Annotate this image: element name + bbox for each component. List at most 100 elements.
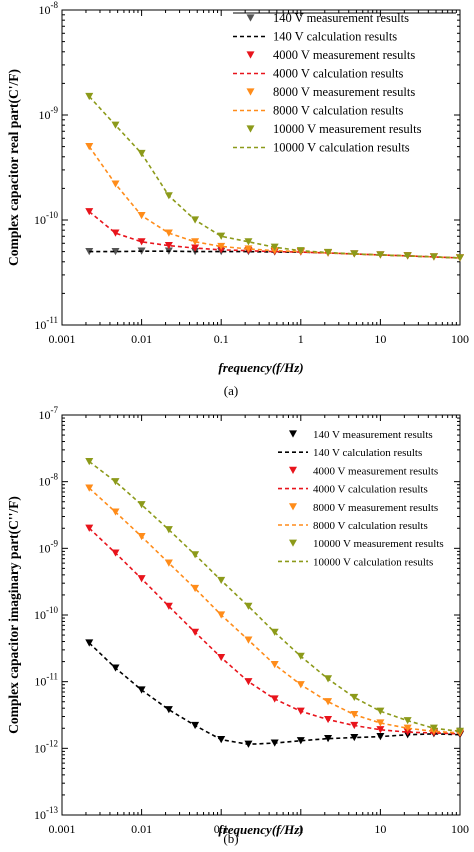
legend-marker-swatch <box>246 125 255 133</box>
data-point <box>244 238 253 246</box>
legend-entry: 4000 V measurement results <box>273 48 415 62</box>
data-point <box>376 251 385 259</box>
y-tick-label: 10-9 <box>39 105 59 122</box>
y-tick-exponent: -10 <box>46 210 58 220</box>
legend-marker-swatch <box>289 539 297 547</box>
data-point <box>350 733 359 742</box>
x-axis-label: frequency(f/Hz) <box>218 360 303 375</box>
series-4 <box>88 527 461 735</box>
series-7 <box>85 92 464 262</box>
y-tick-exponent: -9 <box>51 538 59 548</box>
y-tick-exponent: -12 <box>46 738 58 748</box>
x-axis-label: frequency(f/Hz) <box>218 822 303 837</box>
series-line <box>88 642 461 746</box>
data-point <box>164 242 173 250</box>
panel-caption: (b) <box>223 831 238 846</box>
legend-entry: 140 V calculation results <box>273 30 397 44</box>
y-tick-exponent: -9 <box>51 105 59 115</box>
legend: 140 V measurement results 140 V calculati… <box>233 11 456 155</box>
legend-entry: 10000 V measurement results <box>273 122 422 136</box>
plot-frame <box>61 9 461 326</box>
y-tick-label: 10-12 <box>34 738 58 755</box>
series-6 <box>88 146 461 259</box>
legend-entry: 10000 V calculation results <box>273 141 410 155</box>
data-point <box>164 526 173 534</box>
data-point <box>191 238 200 246</box>
x-tick-label: 100 <box>451 822 469 836</box>
legend-marker-swatch <box>246 51 255 59</box>
y-tick-base: 10 <box>34 808 46 822</box>
x-tick-label: 10 <box>374 822 386 836</box>
y-axis-label: Complex capacitor imaginary part(C''/F) <box>6 496 21 734</box>
legend-entry: 8000 V measurement results <box>273 85 415 99</box>
legend-marker-swatch <box>246 14 255 22</box>
y-tick-label: 10-11 <box>34 672 58 689</box>
y-tick-base: 10 <box>34 318 46 332</box>
y-tick-label: 10-13 <box>34 805 58 822</box>
y-tick-base: 10 <box>39 408 51 422</box>
y-tick-base: 10 <box>34 608 46 622</box>
legend-entry: 140 V measurement results <box>313 429 433 441</box>
legend-marker-swatch <box>246 88 255 96</box>
data-point <box>85 143 94 151</box>
data-point <box>403 252 412 260</box>
y-tick-base: 10 <box>39 108 51 122</box>
y-tick-exponent: -7 <box>51 405 59 415</box>
y-tick-label: 10-10 <box>34 605 58 622</box>
y-tick-exponent: -11 <box>46 315 58 325</box>
legend-entry: 8000 V calculation results <box>313 520 428 532</box>
series-line <box>88 487 461 734</box>
data-point <box>376 719 385 727</box>
y-tick-label: 10-10 <box>34 210 58 227</box>
data-point <box>350 250 359 258</box>
legend-marker-swatch <box>289 503 297 511</box>
x-tick-label: 0.01 <box>131 332 152 346</box>
data-point <box>324 734 333 743</box>
x-tick-label: 1 <box>298 332 304 346</box>
data-point <box>456 727 464 735</box>
x-tick-label: 0.001 <box>49 332 76 346</box>
x-tick-label: 100 <box>451 332 469 346</box>
legend-entry: 4000 V calculation results <box>273 67 404 81</box>
data-point <box>85 484 94 492</box>
y-tick-base: 10 <box>34 213 46 227</box>
y-tick-label: 10-9 <box>39 538 59 555</box>
y-tick-exponent: -13 <box>46 805 58 815</box>
y-tick-base: 10 <box>34 675 46 689</box>
x-tick-label: 10 <box>374 332 386 346</box>
chart-panel-2: 0.001 0.01 0.1 1 10 10010-710-810-910-1010-11… <box>6 405 469 846</box>
series-line <box>88 527 461 735</box>
chart-panel-1: 0.001 0.01 0.1 1 10 10010-810-910-1010-11freq… <box>6 0 469 398</box>
series-8 <box>88 95 461 259</box>
legend-entry: 4000 V measurement results <box>313 465 438 477</box>
data-point <box>85 457 94 466</box>
y-tick-label: 10-8 <box>39 0 59 17</box>
series-6 <box>88 487 461 734</box>
legend-entry: 140 V calculation results <box>313 447 422 459</box>
data-point <box>403 728 412 736</box>
series-2 <box>88 642 461 746</box>
y-tick-label: 10-11 <box>34 315 58 332</box>
y-tick-exponent: -8 <box>51 472 59 482</box>
series-line <box>88 460 461 733</box>
y-tick-label: 10-8 <box>39 472 59 489</box>
y-tick-exponent: -11 <box>46 672 58 682</box>
y-tick-base: 10 <box>39 475 51 489</box>
legend: 140 V measurement results 140 V calculati… <box>278 429 444 568</box>
data-point <box>85 92 94 101</box>
data-point <box>244 245 253 253</box>
x-tick-label: 0.1 <box>214 822 229 836</box>
data-point <box>217 242 226 251</box>
x-tick-label: 1 <box>298 822 304 836</box>
y-tick-label: 10-7 <box>39 405 59 422</box>
legend-entry: 8000 V measurement results <box>313 502 438 514</box>
legend-marker-swatch <box>289 430 297 438</box>
y-axis-label: Complex capacitor real part(C'/F) <box>6 69 21 266</box>
panel-caption: (a) <box>224 383 238 398</box>
series-8 <box>88 460 461 733</box>
legend-entry: 10000 V measurement results <box>313 538 444 550</box>
legend-entry: 10000 V calculation results <box>313 556 433 568</box>
data-point <box>137 238 146 246</box>
data-point <box>403 724 412 732</box>
